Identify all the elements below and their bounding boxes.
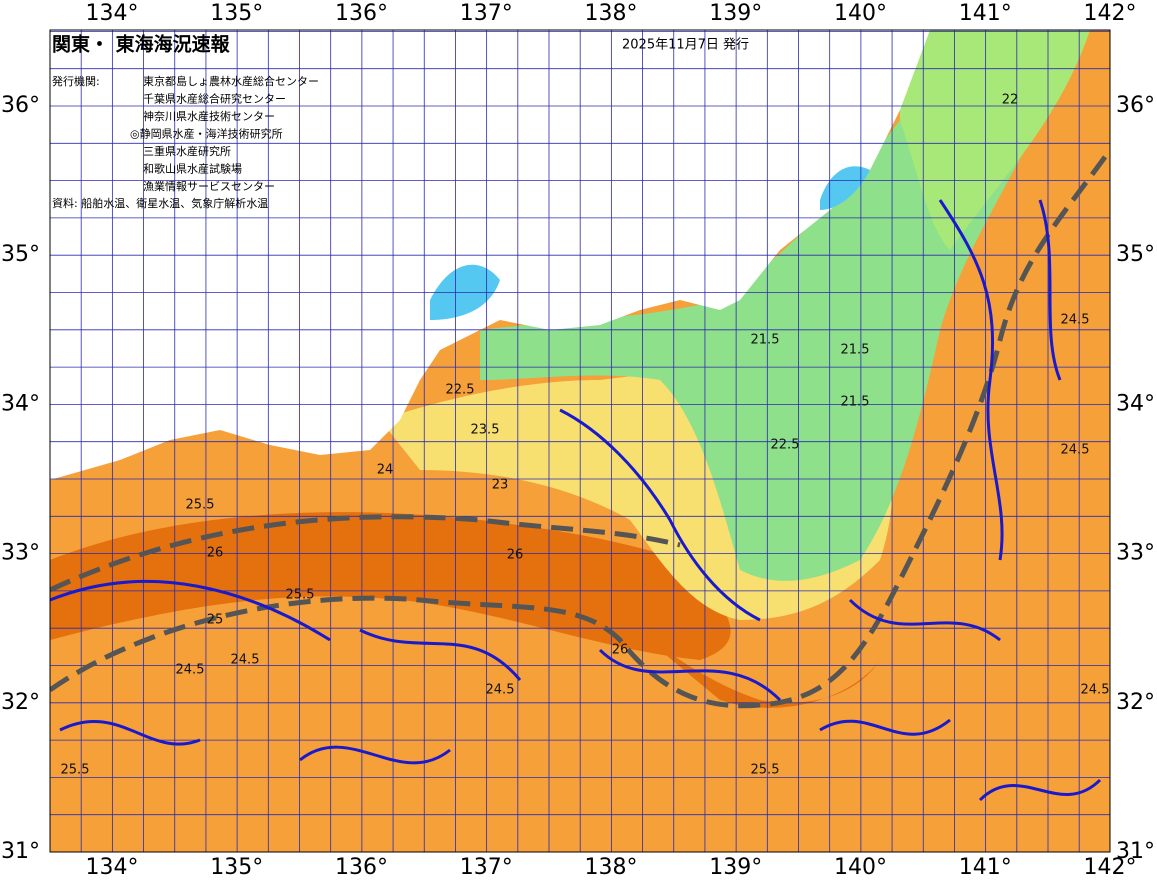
y-tick-label: 34°: [1116, 391, 1155, 416]
y-tick-label: 35°: [1, 242, 40, 267]
header: 関東・ 東海海況速報 2025年11月7日 発行 発行機関: 東京都島しょ農林水…: [52, 33, 749, 211]
isotherm-label: 25.5: [186, 498, 215, 513]
cold-water: [900, 30, 1090, 250]
kuroshio-axis: [50, 148, 1110, 709]
isotherm-label: 24: [377, 463, 394, 478]
isotherm-label: 25.5: [286, 588, 315, 603]
x-tick-label: 135°: [210, 855, 263, 880]
x-tick-label: 139°: [709, 1, 762, 26]
isotherm-label: 21.5: [841, 395, 870, 410]
agency: 東京都島しょ農林水産総合センター: [143, 74, 319, 88]
bay: [820, 166, 870, 210]
isotherm-label: 22.5: [446, 383, 475, 398]
isotherm-label: 24.5: [1061, 443, 1090, 458]
issue-date: 2025年11月7日 発行: [622, 38, 749, 53]
x-tick-label: 138°: [585, 855, 638, 880]
isotherm-label: 25.5: [61, 763, 90, 778]
agency: ◎静岡県水産・海洋技術研究所: [130, 127, 283, 141]
x-tick-label: 142°: [1084, 855, 1137, 880]
isotherm-label: 21.5: [841, 343, 870, 358]
x-tick-label: 139°: [709, 855, 762, 880]
y-tick-label: 32°: [1, 690, 40, 715]
agencies-label: 発行機関:: [52, 74, 100, 88]
y-tick-label: 33°: [1116, 541, 1155, 566]
x-tick-label: 140°: [834, 855, 887, 880]
isotherm-label: 24.5: [1061, 313, 1090, 328]
x-tick-label: 135°: [210, 1, 263, 26]
y-tick-label: 36°: [1, 93, 40, 118]
y-tick-label: 36°: [1116, 93, 1155, 118]
isotherm-label: 26: [612, 643, 629, 658]
y-tick-label: 34°: [1, 391, 40, 416]
cold-water: [480, 60, 1040, 581]
isotherm-label: 23: [492, 478, 509, 493]
isotherm-label: 26: [507, 548, 524, 563]
graticule: [50, 30, 1110, 852]
x-tick-label: 136°: [335, 855, 388, 880]
y-tick-label: 32°: [1116, 690, 1155, 715]
x-tick-label: 134°: [86, 1, 139, 26]
isotherm-label: 21.5: [751, 333, 780, 348]
y-tick-label: 31°: [1116, 839, 1155, 864]
isotherm: [50, 199, 1102, 802]
isotherm-label: 22.5: [771, 438, 800, 453]
isotherm-label: 23.5: [471, 423, 500, 438]
isotherm-label: 24.5: [486, 683, 515, 698]
isotherm-label: 22: [1002, 93, 1019, 108]
x-tick-label: 137°: [460, 1, 513, 26]
warm-core: [50, 512, 731, 660]
x-tick-label: 140°: [834, 1, 887, 26]
x-tick-label: 134°: [86, 855, 139, 880]
x-tick-label: 142°: [1084, 1, 1137, 26]
agency: 神奈川県水産技術センター: [143, 109, 275, 123]
y-tick-label: 33°: [1, 541, 40, 566]
agency: 和歌山県水産試験場: [143, 162, 242, 176]
map-frame: [49, 29, 1111, 853]
y-tick-label: 31°: [1, 839, 40, 864]
x-tick-label: 136°: [335, 1, 388, 26]
x-tick-label: 141°: [959, 1, 1012, 26]
isotherm-label: 24.5: [231, 653, 260, 668]
source: 資料: 船舶水温、衛星水温、気象庁解析水温: [52, 196, 268, 210]
isotherm-label: 25.5: [751, 763, 780, 778]
agency: 漁業情報サービスセンター: [143, 179, 275, 193]
y-tick-label: 35°: [1116, 242, 1155, 267]
title: 関東・ 東海海況速報: [52, 33, 231, 56]
x-tick-label: 138°: [585, 1, 638, 26]
map-area: 21.5 21.5 21.5 22 22.5 22.5 23 23.5 24 24.5 24.5 24…: [50, 30, 1110, 852]
isotherm-label: 24.5: [1081, 683, 1110, 698]
isotherm-label: 26: [207, 546, 224, 561]
agency: 三重県水産研究所: [143, 144, 231, 158]
agency: 千葉県水産総合研究センター: [143, 92, 286, 106]
isotherm-labels: 21.5 21.5 21.5 22 22.5 22.5 23 23.5 24 24.5 24.5 24…: [61, 93, 1110, 778]
isotherm-label: 25: [207, 613, 224, 628]
isotherm-label: 24.5: [176, 663, 205, 678]
x-tick-label: 141°: [959, 855, 1012, 880]
x-tick-label: 137°: [460, 855, 513, 880]
